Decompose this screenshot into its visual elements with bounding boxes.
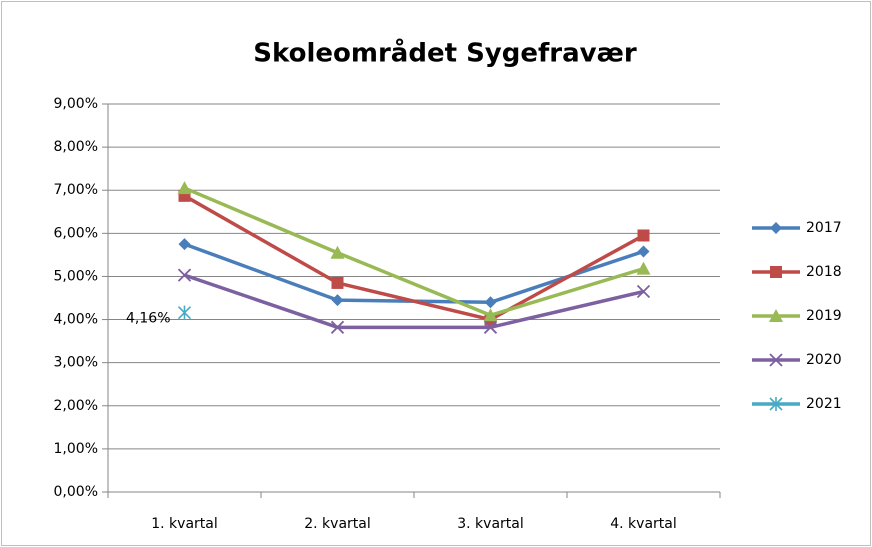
legend-label: 2020 — [806, 352, 842, 368]
data-point — [330, 320, 345, 334]
series-line — [183, 194, 645, 322]
legend-marker — [769, 353, 783, 367]
x-tick-label: 3. kvartal — [457, 516, 524, 532]
chart-title: Skoleområdet Sygefravær — [253, 37, 637, 69]
data-point — [636, 261, 651, 275]
x-tick-label: 4. kvartal — [610, 516, 677, 532]
legend-marker — [769, 309, 783, 322]
legend-marker — [770, 222, 782, 234]
data-point — [177, 181, 192, 195]
series-line — [183, 186, 645, 317]
y-tick-label: 5,00% — [54, 268, 98, 284]
legend-label: 2017 — [806, 220, 842, 236]
legend-marker — [770, 266, 782, 278]
y-tick-label: 8,00% — [54, 139, 98, 155]
data-point — [637, 229, 650, 242]
y-tick-label: 1,00% — [54, 441, 98, 457]
data-point — [331, 294, 344, 307]
data-point — [484, 296, 497, 309]
data-point — [177, 305, 192, 320]
data-point — [178, 238, 191, 251]
data-label: 4,16% — [126, 311, 170, 327]
legend-label: 2019 — [806, 308, 842, 324]
y-tick-label: 3,00% — [54, 355, 98, 371]
x-tick-label: 1. kvartal — [151, 516, 218, 532]
data-point — [636, 284, 651, 299]
y-tick-label: 7,00% — [54, 182, 98, 198]
y-tick-label: 6,00% — [54, 225, 98, 241]
x-tick-label: 2. kvartal — [304, 516, 371, 532]
legend-label: 2018 — [806, 264, 842, 280]
legend-label: 2021 — [806, 396, 842, 412]
y-tick-label: 2,00% — [54, 398, 98, 414]
data-point — [637, 245, 650, 258]
legend-marker — [769, 397, 783, 411]
y-tick-label: 9,00% — [54, 96, 98, 112]
y-tick-label: 0,00% — [54, 484, 98, 500]
data-point — [330, 245, 345, 259]
series-line — [183, 273, 644, 330]
y-tick-label: 4,00% — [54, 312, 98, 328]
data-point — [483, 320, 498, 334]
data-point — [483, 308, 498, 322]
data-point — [331, 276, 344, 289]
data-point — [177, 268, 192, 282]
